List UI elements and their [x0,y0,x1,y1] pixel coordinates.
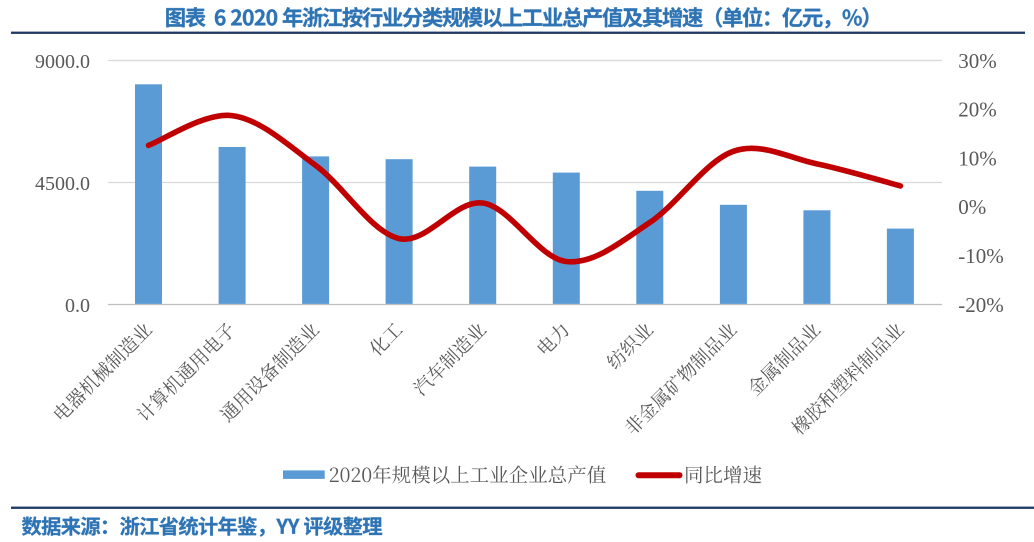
svg-text:4500.0: 4500.0 [35,173,90,195]
svg-text:0%: 0% [958,195,986,219]
svg-text:-20%: -20% [958,293,1004,317]
svg-text:9000.0: 9000.0 [35,51,90,73]
svg-text:0.0: 0.0 [65,295,90,317]
svg-text:20%: 20% [958,98,997,122]
svg-text:10%: 10% [958,146,997,170]
svg-text:30%: 30% [958,49,997,73]
svg-text:-10%: -10% [958,244,1004,268]
